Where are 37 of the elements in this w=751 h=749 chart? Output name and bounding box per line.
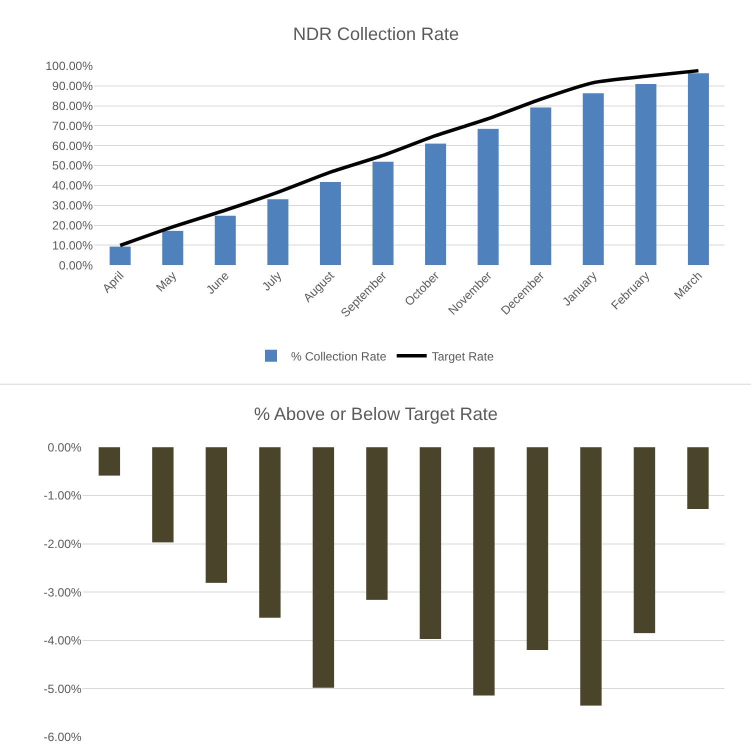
y-tick-label: 30.00%: [52, 198, 94, 213]
bar: [267, 199, 288, 266]
y-tick-label: 50.00%: [52, 158, 94, 173]
y-tick-label: -2.00%: [44, 536, 82, 551]
y-tick-label: 10.00%: [52, 238, 94, 252]
bar: [478, 128, 499, 266]
legend-label: Target Rate: [432, 349, 494, 364]
bar: [425, 144, 446, 266]
y-tick-label: -1.00%: [44, 488, 82, 503]
bar: [162, 230, 184, 266]
bar: [372, 162, 394, 266]
bar: [688, 73, 709, 266]
chart-title: NDR Collection Rate: [293, 24, 460, 44]
bar: [320, 182, 341, 266]
y-tick-label: 100.00%: [46, 59, 94, 74]
bar: [530, 108, 552, 266]
legend-label: % Collection Rate: [291, 349, 387, 364]
bar: [635, 84, 656, 266]
y-tick-label: 90.00%: [52, 79, 94, 94]
y-tick-label: 0.00%: [48, 440, 82, 454]
y-tick-label: -6.00%: [44, 730, 82, 744]
y-tick-label: 80.00%: [52, 98, 94, 113]
y-tick-label: 40.00%: [52, 178, 94, 193]
x-tick-label: May: [153, 268, 180, 295]
x-tick-label: July: [259, 268, 284, 294]
y-tick-label: 60.00%: [52, 138, 94, 153]
y-tick-label: 20.00%: [52, 218, 94, 232]
y-tick-label: -3.00%: [44, 585, 82, 600]
bar: [582, 93, 604, 266]
y-tick-label: -5.00%: [44, 682, 82, 696]
bar: [110, 246, 131, 266]
bar: [214, 216, 236, 266]
line-series: [118, 68, 700, 248]
y-tick-label: 0.00%: [58, 258, 94, 272]
y-tick-label: -4.00%: [44, 634, 82, 648]
y-tick-label: 70.00%: [52, 118, 94, 133]
chart-title: % Above or Below Target Rate: [254, 404, 498, 424]
